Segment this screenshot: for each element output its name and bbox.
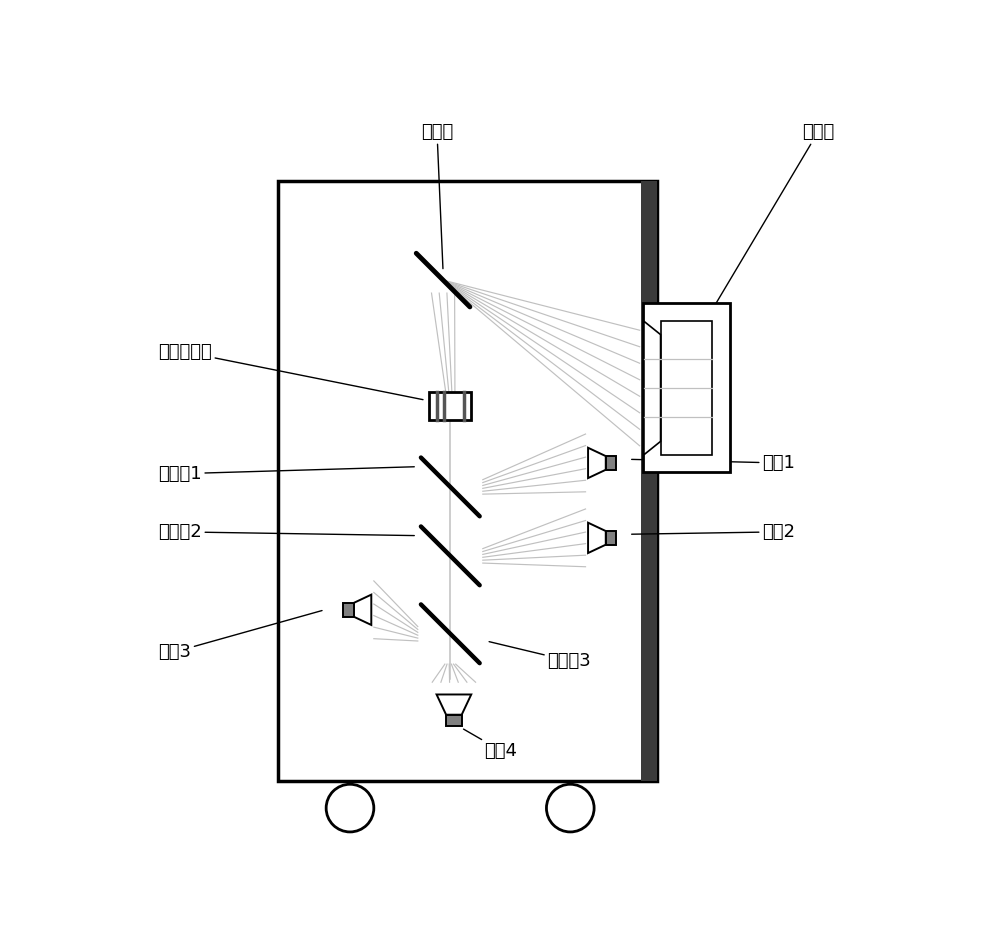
Bar <box>641 181 657 780</box>
Text: 光源3: 光源3 <box>159 611 322 660</box>
Text: 光学积分器: 光学积分器 <box>159 343 423 400</box>
Bar <box>278 181 657 780</box>
Polygon shape <box>588 522 606 553</box>
Polygon shape <box>437 694 471 715</box>
Polygon shape <box>354 595 371 625</box>
Text: 光源2: 光源2 <box>632 522 795 541</box>
Polygon shape <box>343 603 354 616</box>
Text: 滤光片3: 滤光片3 <box>489 642 591 670</box>
Bar <box>661 321 712 455</box>
Text: 滤光片1: 滤光片1 <box>159 464 414 483</box>
Polygon shape <box>446 715 462 726</box>
Circle shape <box>326 784 374 832</box>
Text: 准直镜: 准直镜 <box>709 124 834 314</box>
Text: 反射镜: 反射镜 <box>421 124 453 268</box>
Polygon shape <box>606 456 616 470</box>
Polygon shape <box>644 321 661 455</box>
Text: 光源1: 光源1 <box>632 454 795 472</box>
Text: 滤光片2: 滤光片2 <box>159 522 414 541</box>
Bar <box>429 391 471 420</box>
Bar <box>643 304 730 473</box>
Polygon shape <box>588 447 606 478</box>
Circle shape <box>546 784 594 832</box>
Polygon shape <box>606 531 616 545</box>
Text: 光源4: 光源4 <box>464 729 517 760</box>
